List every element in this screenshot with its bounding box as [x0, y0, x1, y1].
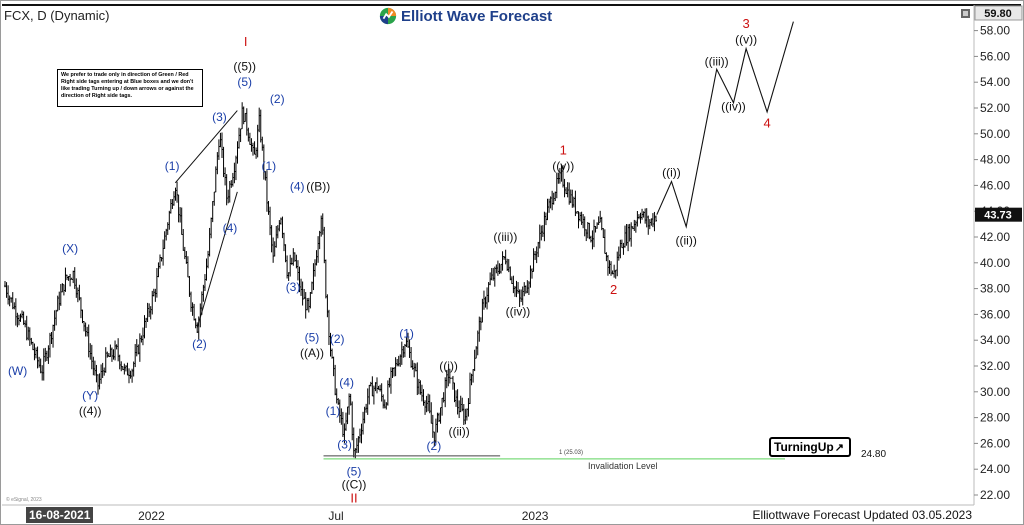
wave-label: (4) — [339, 376, 354, 390]
wave-label: (1) — [399, 327, 414, 341]
wave-label: (2) — [270, 92, 285, 106]
wave-label: ((iii)) — [493, 230, 517, 244]
y-tick-label: 24.00 — [980, 462, 1010, 476]
trading-note: We prefer to trade only in direction of … — [57, 69, 203, 107]
wave-label: 3 — [742, 16, 749, 31]
x-start-date: 16-08-2021 — [26, 507, 94, 523]
last-price-tag — [975, 207, 1022, 222]
wave-label: (W) — [8, 364, 27, 378]
y-tick-label: 28.00 — [980, 411, 1010, 425]
trend-line — [196, 191, 238, 328]
wave-label: ((A)) — [300, 346, 324, 360]
wave-labels: (W)(X)(Y)((4))(1)(2)(3)(4)(5)((5))I(1)(2… — [8, 16, 771, 506]
wave-label: (2) — [330, 332, 345, 346]
projection-path — [656, 21, 794, 229]
trend-line — [174, 110, 238, 184]
price-axis: 22.00 24.00 26.00 28.00 30.00 32.00 34.00 36.00… — [974, 24, 1010, 502]
wave-label: ((v)) — [552, 159, 574, 173]
turning-up-badge: TurningUp↗ — [769, 437, 851, 457]
chart-menu-icon[interactable] — [961, 9, 970, 18]
symbol-title: FCX, D (Dynamic) — [4, 8, 110, 23]
turning-up-label: TurningUp — [774, 440, 834, 454]
last-price-text: 43.73 — [984, 210, 1012, 222]
wave-lines — [174, 21, 794, 460]
y-tick-label: 48.00 — [980, 153, 1010, 167]
wave-label: (3) — [337, 438, 352, 452]
brand-name: Elliott Wave Forecast — [401, 8, 553, 25]
wave-label: (4) — [223, 221, 238, 235]
y-tick-label: 52.00 — [980, 101, 1010, 115]
wave-label: ((iv)) — [506, 305, 531, 319]
top-price-tag — [974, 5, 1023, 21]
wave-label: ((ii)) — [448, 425, 469, 439]
wave-label: (1) — [326, 404, 341, 418]
invalidation-ratio: 1 (25.03) — [559, 450, 584, 456]
y-tick-label: 22.00 — [980, 488, 1010, 502]
wave-label: (X) — [62, 241, 78, 255]
x-label-2022: 2022 — [138, 509, 165, 523]
x-label-jul: Jul — [328, 509, 344, 523]
wave-label: 1 — [560, 142, 567, 157]
y-tick-label: 42.00 — [980, 230, 1010, 244]
y-tick-label: 32.00 — [980, 359, 1010, 373]
wave-label: II — [350, 491, 357, 506]
wave-label: ((i)) — [662, 165, 681, 179]
price-tags: 43.73 59.80 — [974, 5, 1023, 222]
wave-label: (Y) — [82, 389, 98, 403]
y-tick-label: 34.00 — [980, 333, 1010, 347]
arrow-up-right-icon: ↗ — [834, 442, 844, 454]
wave-label: ((5)) — [233, 60, 256, 74]
update-footer: Elliottwave Forecast Updated 03.05.2023 — [752, 508, 972, 522]
invalidation-price: 24.80 — [861, 449, 887, 460]
wave-label: ((ii)) — [676, 234, 697, 248]
wave-label: (1) — [165, 159, 180, 173]
wave-label: ((C)) — [342, 478, 367, 492]
y-tick-label: 56.00 — [980, 49, 1010, 63]
top-price-text: 59.80 — [984, 8, 1012, 20]
y-tick-label: 36.00 — [980, 307, 1010, 321]
y-tick-label: 26.00 — [980, 436, 1010, 450]
wave-label: 4 — [764, 115, 771, 130]
wave-label: (2) — [427, 439, 442, 453]
esignal-copyright: © eSignal, 2023 — [6, 497, 42, 503]
wave-label: ((i)) — [439, 359, 458, 373]
wave-label: I — [244, 34, 248, 49]
y-tick-label: 58.00 — [980, 24, 1010, 38]
wave-label: (3) — [212, 110, 227, 124]
y-tick-label: 46.00 — [980, 178, 1010, 192]
x-label-2023: 2023 — [521, 509, 549, 523]
y-tick-label: 38.00 — [980, 282, 1010, 296]
wave-label: (1) — [262, 159, 277, 173]
y-tick-label: 40.00 — [980, 256, 1010, 270]
wave-label: ((iv)) — [721, 100, 746, 114]
wave-label: ((v)) — [735, 33, 757, 47]
wave-label: ((B)) — [306, 180, 330, 194]
wave-label: (5) — [237, 75, 252, 89]
wave-label: ((4)) — [79, 404, 102, 418]
wave-label: (5) — [347, 465, 362, 479]
wave-label: (3) — [286, 280, 301, 294]
y-tick-label: 54.00 — [980, 75, 1010, 89]
wave-label: 2 — [610, 282, 617, 297]
brand-logo-icon — [379, 7, 397, 25]
y-tick-label: 30.00 — [980, 385, 1010, 399]
wave-label: (5) — [305, 330, 320, 344]
y-tick-label: 50.00 — [980, 127, 1010, 141]
wave-label: (4) — [290, 180, 305, 194]
invalidation-label: Invalidation Level — [588, 461, 658, 471]
ohlc-bars — [4, 102, 657, 459]
wave-label: ((iii)) — [705, 54, 729, 68]
wave-label: (2) — [192, 337, 207, 351]
